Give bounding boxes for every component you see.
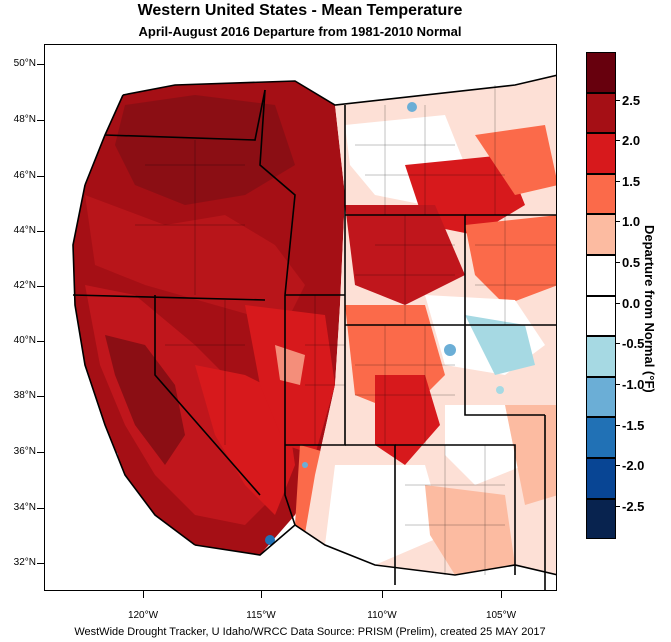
lon-tick: [261, 591, 262, 598]
lon-label: 115°W: [246, 610, 276, 621]
footer-credit: WestWide Drought Tracker, U Idaho/WRCC D…: [74, 626, 546, 638]
chart-subtitle: April-August 2016 Departure from 1981-20…: [138, 24, 462, 39]
colorbar-tick: [616, 506, 620, 507]
colorbar-label: -0.5: [622, 336, 645, 351]
lat-label: 34°N: [13, 502, 36, 513]
colorbar-tick: [616, 221, 620, 222]
lat-label: 48°N: [13, 114, 36, 125]
lat-label: 36°N: [13, 446, 36, 457]
colorbar-label: 2.0: [622, 133, 641, 148]
colorbar-tick: [616, 262, 620, 263]
colorbar-label: 0.0: [622, 296, 641, 311]
colorbar-swatch: [586, 92, 616, 134]
colorbar-swatch: [586, 458, 616, 499]
lat-tick: [37, 508, 44, 509]
colorbar-tick: [616, 140, 620, 141]
colorbar-swatch: [586, 498, 616, 540]
lat-tick: [37, 176, 44, 177]
lat-tick: [37, 231, 44, 232]
colorbar-label: 1.0: [622, 214, 641, 229]
lon-tick: [501, 591, 502, 598]
colorbar-swatch: [586, 52, 616, 93]
lat-tick: [37, 64, 44, 65]
lon-tick: [143, 591, 144, 598]
colorbar-swatch: [586, 214, 616, 255]
colorbar-tick: [616, 465, 620, 466]
colorbar-swatch: [586, 255, 616, 296]
colorbar-tick: [616, 303, 620, 304]
colorbar-label: 2.5: [622, 93, 641, 108]
lat-tick: [37, 563, 44, 564]
lat-tick: [37, 396, 44, 397]
colorbar-title: Departure from Normal (°F): [642, 225, 657, 393]
lon-tick: [382, 591, 383, 598]
lat-label: 32°N: [13, 557, 36, 568]
colorbar-label: -2.0: [622, 458, 645, 473]
lat-tick: [37, 341, 44, 342]
colorbar-tick: [616, 343, 620, 344]
colorbar-tick: [616, 384, 620, 385]
lat-tick: [37, 286, 44, 287]
colorbar-tick: [616, 181, 620, 182]
colorbar-label: 0.5: [622, 255, 641, 270]
colorbar-label: 1.5: [622, 174, 641, 189]
map-graphic: [45, 45, 556, 590]
lat-tick: [37, 120, 44, 121]
colorbar-swatch: [586, 336, 616, 377]
colorbar-label: -2.5: [622, 499, 645, 514]
lat-label: 46°N: [13, 170, 36, 181]
lon-label: 105°W: [485, 610, 517, 621]
lat-tick: [37, 452, 44, 453]
colorbar-label: -1.5: [622, 418, 645, 433]
colorbar-swatch: [586, 376, 616, 418]
lat-label: 38°N: [13, 390, 36, 401]
lon-label: 120°W: [127, 610, 159, 621]
colorbar-swatch: [586, 417, 616, 458]
temperature-departure-map: [44, 44, 557, 591]
colorbar-swatch: [586, 173, 616, 215]
lat-label: 44°N: [13, 225, 36, 236]
lat-label: 40°N: [13, 335, 36, 346]
colorbar-tick: [616, 100, 620, 101]
lat-label: 42°N: [13, 280, 36, 291]
colorbar-swatch: [586, 295, 616, 337]
lat-label: 50°N: [13, 58, 36, 69]
lon-label: 110°W: [367, 610, 397, 621]
colorbar-swatch: [586, 133, 616, 174]
colorbar-tick: [616, 425, 620, 426]
colorbar-label: -1.0: [622, 377, 645, 392]
chart-title: Western United States - Mean Temperature: [137, 2, 463, 19]
